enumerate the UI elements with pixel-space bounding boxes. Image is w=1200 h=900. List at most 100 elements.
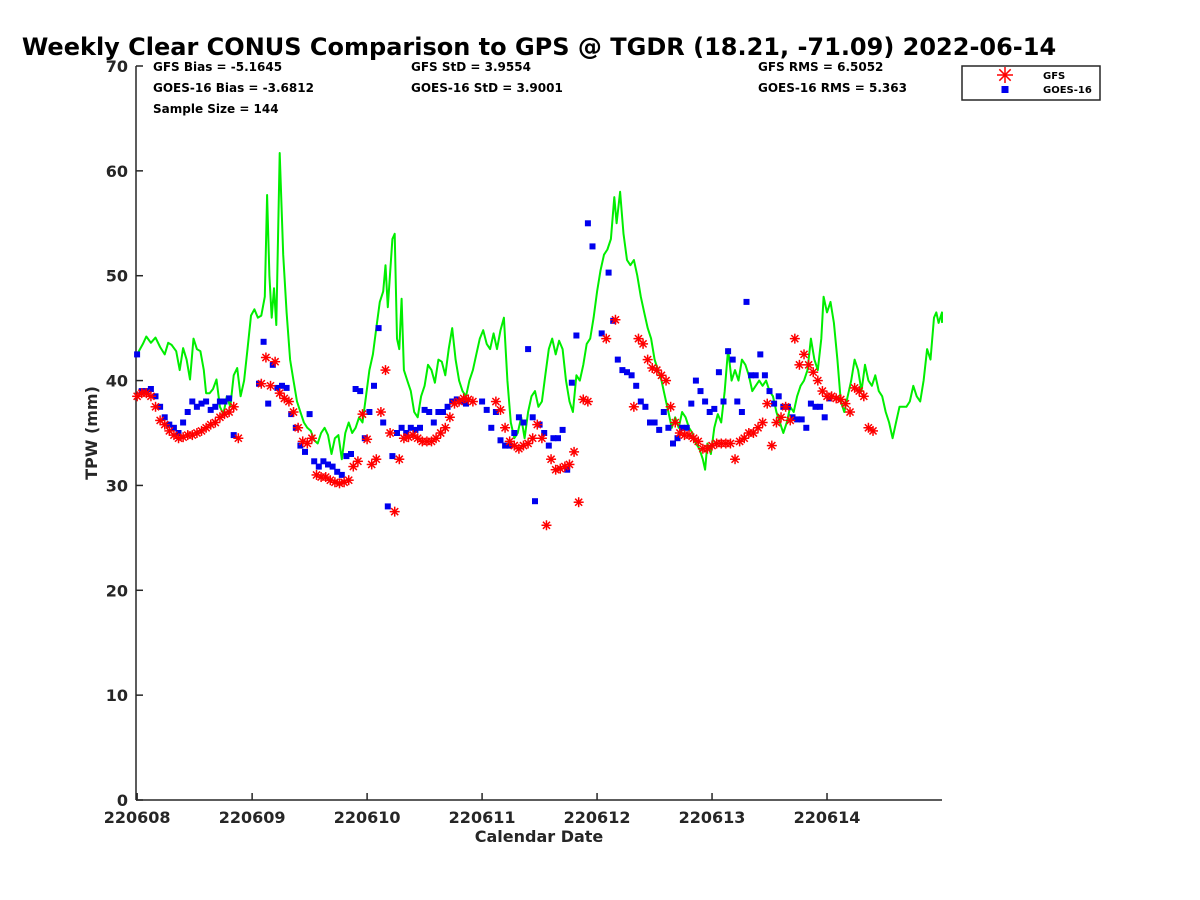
gfs-point — [527, 433, 538, 444]
goes-16-point — [283, 384, 290, 391]
goes-16-point — [589, 243, 596, 250]
goes-16-point — [541, 430, 548, 436]
gfs-point — [840, 398, 851, 409]
goes-16-point — [752, 372, 759, 379]
goes-16-point — [352, 386, 359, 392]
goes-16-point — [545, 442, 552, 449]
goes-16-point — [384, 503, 391, 510]
goes-16-point — [274, 384, 281, 391]
y-axis-label: TPW (mm) — [82, 386, 101, 480]
goes-16-point — [633, 382, 640, 389]
goes-16-point — [398, 424, 405, 431]
gps-series — [136, 152, 943, 471]
gfs-point — [780, 401, 791, 412]
goes-16-point — [134, 351, 141, 358]
goes-16-point — [817, 403, 824, 410]
gfs-point — [265, 380, 276, 391]
goes-16-point — [692, 377, 699, 384]
gfs-point — [734, 436, 745, 447]
gfs-point — [490, 396, 501, 407]
gfs-point — [532, 419, 543, 430]
x-tick-label: 220608 — [104, 808, 171, 827]
y-tick-label: 30 — [106, 476, 128, 495]
axes — [135, 66, 942, 801]
legend-gfs-star-icon — [997, 67, 1013, 83]
gfs-point — [665, 401, 676, 412]
goes-16-point — [812, 403, 819, 410]
goes-16-point — [207, 406, 214, 413]
gfs-point — [546, 454, 557, 465]
goes-16-point — [175, 430, 182, 436]
gfs-point — [500, 422, 511, 433]
goes-16-point — [483, 406, 490, 413]
gfs-point — [789, 333, 800, 344]
gfs-point — [794, 359, 805, 370]
goes-16-point — [348, 451, 354, 457]
x-tick-label: 220612 — [564, 808, 631, 827]
goes-16-series — [134, 220, 833, 510]
gfs-point — [270, 356, 281, 367]
goes-16-point — [748, 372, 755, 379]
gfs-point — [293, 422, 304, 433]
y-tick-label: 10 — [106, 686, 128, 705]
gfs-point — [573, 497, 584, 508]
gfs-point — [601, 333, 612, 344]
goes-16-point — [463, 400, 469, 407]
y-tick-label: 20 — [106, 581, 128, 600]
gfs-point — [858, 391, 869, 402]
x-tick-label: 220614 — [794, 808, 861, 827]
goes-16-point — [479, 398, 486, 405]
gfs-point — [371, 454, 382, 465]
gfs-point — [444, 412, 455, 423]
goes-16-point — [679, 424, 686, 431]
goes-16-point — [642, 403, 649, 410]
goes-16-point — [161, 414, 168, 421]
gfs-point — [564, 459, 575, 470]
legend-box — [961, 65, 1101, 101]
goes-16-point — [647, 419, 653, 426]
gfs-series — [132, 314, 879, 531]
goes-16-point — [624, 369, 630, 376]
gfs-point — [684, 430, 695, 441]
goes-16-point — [771, 400, 778, 407]
goes-16-point — [529, 414, 536, 421]
goes-16-point — [757, 351, 764, 358]
gfs-std-text: GFS StD = 3.9554 — [411, 60, 531, 74]
goes-16-point — [683, 424, 690, 431]
gfs-point — [145, 391, 156, 402]
goes-16-point — [807, 400, 814, 407]
y-tick-label: 60 — [106, 162, 128, 181]
gfs-point — [168, 430, 179, 441]
x-tick-label: 220610 — [334, 808, 401, 827]
y-tick-label: 50 — [106, 267, 128, 286]
gfs-point — [693, 436, 704, 447]
goes-16-point — [766, 388, 773, 395]
gfs-point — [569, 446, 580, 457]
legend-goes-square-icon — [1001, 86, 1009, 93]
goes-16-point — [660, 409, 667, 415]
x-tick-label: 220611 — [449, 808, 516, 827]
goes-16-point — [488, 424, 495, 431]
goes-16-point — [573, 332, 580, 339]
gfs-point — [150, 401, 161, 412]
goes-16-point — [380, 419, 387, 426]
gfs-point — [702, 443, 713, 454]
goes-16-point — [421, 406, 428, 413]
x-tick-label: 220613 — [679, 808, 746, 827]
goes-16-point — [520, 419, 527, 426]
goes-16-point — [302, 448, 308, 455]
goes-16-point — [315, 463, 322, 470]
x-ticks: 220608 220609 220610 220611 220612 220613 2206… — [104, 793, 861, 827]
goes-16-point — [492, 409, 499, 415]
gfs-point — [536, 433, 547, 444]
gfs-point — [454, 396, 465, 407]
gfs-point — [812, 375, 823, 386]
goes-16-point — [279, 382, 285, 389]
gfs-point — [288, 407, 299, 418]
goes-16-point — [366, 409, 373, 415]
goes-16-point — [715, 369, 722, 376]
goes-16-point — [670, 440, 676, 447]
gfs-point — [799, 349, 810, 360]
goes-16-point — [706, 409, 713, 415]
